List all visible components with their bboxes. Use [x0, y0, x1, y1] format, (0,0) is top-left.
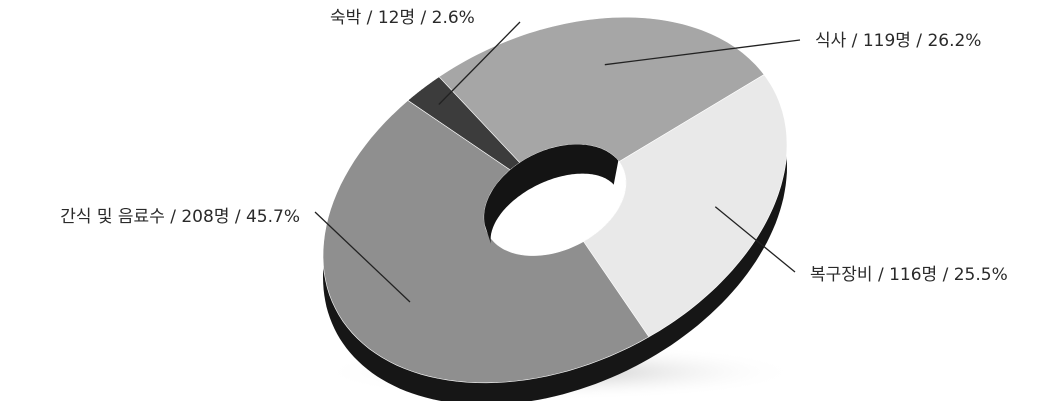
slice-label-snacks-drinks: 간식 및 음료수 / 208명 / 45.7% [60, 207, 300, 227]
slice-label-meals: 식사 / 119명 / 26.2% [815, 31, 981, 51]
donut-slices [322, 16, 788, 384]
donut-hole [484, 144, 626, 256]
leader-line-snacks-drinks [314, 211, 411, 303]
leader-line-recovery-equipment [714, 206, 796, 273]
hole-inner-wall [484, 144, 619, 244]
leader-lines [314, 21, 801, 303]
leader-line-meals [604, 39, 801, 66]
slice-label-recovery-equipment: 복구장비 / 116명 / 25.5% [810, 265, 1008, 285]
slice-label-lodging: 숙박 / 12명 / 2.6% [330, 8, 475, 28]
leader-line-lodging [438, 21, 521, 105]
